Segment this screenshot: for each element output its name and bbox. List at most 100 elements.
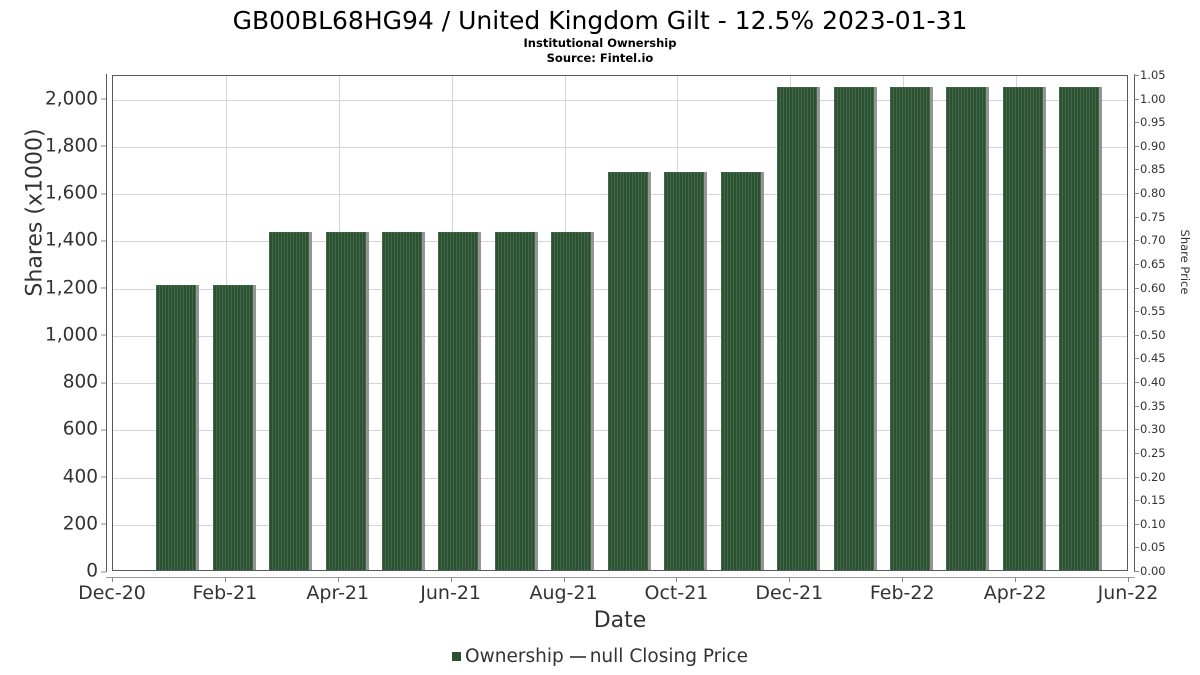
tick-mark <box>1134 169 1139 171</box>
bar[interactable] <box>720 172 761 570</box>
tick-mark <box>101 523 106 525</box>
tick-mark <box>1134 547 1139 549</box>
y-axis-right-tick-label: 0.55 <box>1134 304 1166 318</box>
tick-mark <box>1134 145 1139 147</box>
tick-mark <box>1134 75 1139 76</box>
chart-source: Source: Fintel.io <box>546 51 654 65</box>
tick-mark <box>1134 429 1139 431</box>
gridline-horizontal <box>113 146 1127 148</box>
bar[interactable] <box>381 232 422 570</box>
legend-line-icon <box>569 655 586 658</box>
legend-square-icon <box>452 652 462 661</box>
tick-mark <box>112 577 113 582</box>
y-axis-right-tick-label: 1.00 <box>1134 92 1166 106</box>
y-axis-right-line <box>1134 74 1135 572</box>
bar[interactable] <box>1002 87 1043 570</box>
bar[interactable] <box>212 285 253 570</box>
x-axis-tick-label: Apr-21 <box>306 582 370 604</box>
tick-mark <box>101 382 106 384</box>
y-axis-right-tick-label: 0.10 <box>1134 517 1166 531</box>
tick-mark <box>1134 500 1139 502</box>
chart-legend: Ownership null Closing Price <box>0 646 1200 667</box>
x-axis-tick-label: Dec-20 <box>78 582 146 604</box>
bar[interactable] <box>889 87 930 570</box>
tick-mark <box>101 98 106 100</box>
tick-mark <box>224 577 226 582</box>
y-axis-right-tick-label: 0.95 <box>1134 115 1166 129</box>
y-axis-left-line <box>106 74 107 572</box>
y-axis-right-tick-label: 1.05 <box>1134 68 1166 82</box>
y-axis-left-tick-label: 1,600 <box>45 183 106 204</box>
chart-subtitle: Institutional Ownership <box>523 36 677 50</box>
bar[interactable] <box>269 232 310 570</box>
y-axis-left-tick-label: 1,200 <box>45 277 106 298</box>
y-axis-left-tick-label: 1,800 <box>45 135 106 156</box>
bar[interactable] <box>946 87 987 570</box>
tick-mark <box>1134 382 1139 384</box>
tick-mark <box>450 577 452 582</box>
y-axis-left-tick-label: 600 <box>63 419 106 440</box>
bar[interactable] <box>325 232 366 570</box>
y-axis-right-tick-label: 0.60 <box>1134 281 1166 295</box>
bar[interactable] <box>607 172 648 570</box>
bar[interactable] <box>664 172 705 570</box>
tick-mark <box>101 145 106 147</box>
y-axis-left-tick-label: 200 <box>63 513 106 534</box>
tick-mark <box>101 193 106 195</box>
legend-item-ownership[interactable]: Ownership <box>452 646 564 667</box>
y-axis-left-tick-label: 1,400 <box>45 230 106 251</box>
y-axis-right-tick-label: 0.90 <box>1134 139 1166 153</box>
gridline-horizontal <box>113 99 1127 101</box>
y-axis-left-tick-label: 0 <box>86 561 106 582</box>
y-axis-right-tick-label: 0.80 <box>1134 186 1166 200</box>
x-axis-tick-label: Oct-21 <box>644 582 709 604</box>
tick-mark <box>1134 216 1139 218</box>
tick-mark <box>789 577 791 582</box>
y-axis-right-tick-label: 0.85 <box>1134 162 1166 176</box>
y-axis-right-tick-label: 0.45 <box>1134 351 1166 365</box>
tick-mark <box>1134 358 1139 360</box>
x-axis-tick-label: Feb-22 <box>869 582 935 604</box>
tick-mark <box>337 577 339 582</box>
y-axis-right-tick-label: 0.00 <box>1134 564 1166 578</box>
legend-item-closing-price[interactable]: null Closing Price <box>564 646 748 667</box>
y-axis-left-tick-label: 400 <box>63 466 106 487</box>
bar[interactable] <box>494 232 535 570</box>
tick-mark <box>1134 287 1139 289</box>
y-axis-left-tick-label: 800 <box>63 372 106 393</box>
y-axis-right-tick-label: 0.75 <box>1134 210 1166 224</box>
tick-mark <box>101 240 106 242</box>
bar[interactable] <box>551 232 592 570</box>
y-axis-right-label: Share Price <box>1178 229 1192 295</box>
y-axis-right-tick-label: 0.25 <box>1134 446 1166 460</box>
tick-mark <box>1134 476 1139 478</box>
legend-label-closing-price: null Closing Price <box>589 646 748 667</box>
bar[interactable] <box>833 87 874 570</box>
tick-mark <box>1134 571 1139 572</box>
bar[interactable] <box>777 87 818 570</box>
bar[interactable] <box>156 285 197 570</box>
tick-mark <box>1134 405 1139 407</box>
y-axis-left-tick-label: 1,000 <box>45 324 106 345</box>
bar[interactable] <box>438 232 479 570</box>
tick-mark <box>101 571 106 572</box>
y-axis-right-tick-label: 0.50 <box>1134 328 1166 342</box>
tick-mark <box>1134 263 1139 265</box>
bar[interactable] <box>1059 87 1100 570</box>
y-axis-right-tick-label: 0.30 <box>1134 422 1166 436</box>
y-axis-left-tick-label: 2,000 <box>45 88 106 109</box>
y-axis-right-tick-label: 0.70 <box>1134 233 1166 247</box>
y-axis-right-tick-label: 0.15 <box>1134 493 1166 507</box>
tick-mark <box>1134 122 1139 124</box>
x-axis-tick-label: Aug-21 <box>529 582 598 604</box>
chart-title-block: GB00BL68HG94 / United Kingdom Gilt - 12.… <box>0 0 1200 66</box>
y-axis-right-tick-label: 0.40 <box>1134 375 1166 389</box>
tick-mark <box>1134 334 1139 336</box>
tick-mark <box>1128 577 1129 582</box>
x-axis-tick-label: Feb-21 <box>192 582 258 604</box>
x-axis-tick-label: Jun-21 <box>420 582 482 604</box>
x-axis-tick-label: Dec-21 <box>755 582 824 604</box>
x-axis-tick-label: Jun-22 <box>1097 582 1159 604</box>
tick-mark <box>1134 311 1139 313</box>
